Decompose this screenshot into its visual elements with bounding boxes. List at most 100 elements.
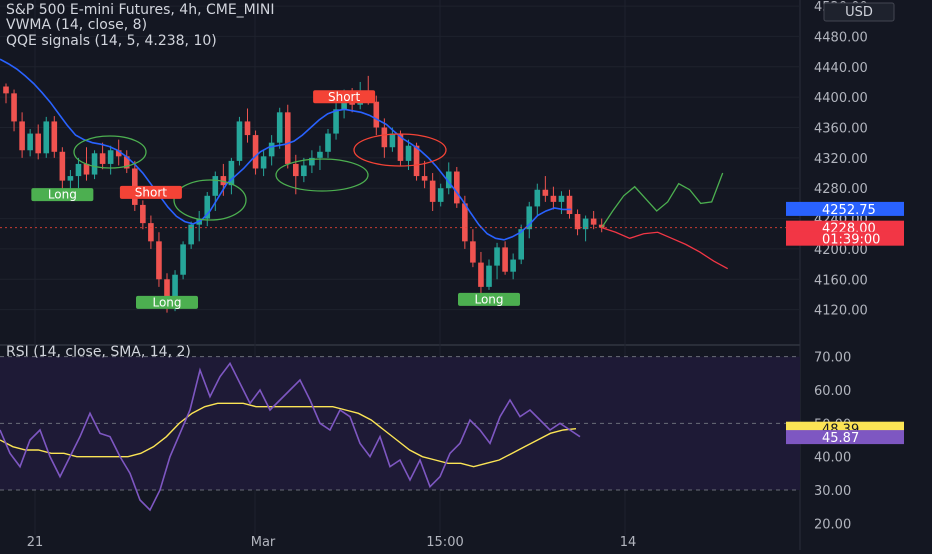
candle — [180, 241, 186, 280]
signal-labels: Long Short Long Short Long — [31, 90, 520, 309]
candle — [413, 142, 420, 181]
candle-body — [188, 224, 194, 245]
candle-body — [502, 247, 508, 272]
candle-body — [317, 151, 323, 158]
candle-body — [59, 151, 66, 181]
candle-body — [140, 204, 146, 224]
chart-title[interactable]: S&P 500 E-mini Futures, 4h, CME_MINI — [6, 2, 275, 18]
candle — [454, 166, 460, 208]
rsi-pane — [0, 356, 800, 512]
rsi-legend[interactable]: RSI (14, close, SMA, 14, 2) — [6, 344, 191, 360]
candle — [156, 232, 162, 287]
candle-body — [148, 223, 154, 242]
candle-body — [478, 262, 484, 287]
annotations — [73, 133, 447, 221]
candle — [123, 150, 130, 174]
candle-body — [236, 121, 243, 161]
candle-body — [67, 176, 74, 181]
candle — [35, 124, 41, 160]
rsi-value-tag-box — [786, 430, 904, 445]
candle-body — [582, 218, 589, 230]
long-signal: Long — [136, 295, 198, 309]
candle — [502, 241, 508, 275]
rsi-line — [0, 361, 581, 512]
signal-badge — [458, 292, 520, 306]
candle-body — [454, 171, 460, 204]
candle-body — [252, 135, 259, 169]
rsi-value-tag-text: 45.87 — [822, 431, 859, 446]
candle-body — [220, 176, 227, 186]
candle — [140, 200, 146, 230]
signal-label: Short — [328, 90, 360, 104]
candle — [27, 129, 33, 157]
candle-body — [284, 112, 291, 164]
candle-body — [99, 153, 106, 164]
vwma-legend[interactable]: VWMA (14, close, 8) — [6, 17, 148, 33]
candle-body — [590, 218, 597, 225]
candle-body — [204, 195, 211, 219]
signal-badge — [119, 185, 182, 199]
candle — [574, 209, 581, 236]
candle — [107, 145, 114, 175]
annotation-ellipse — [173, 179, 247, 221]
forecast-down-line — [601, 227, 729, 270]
candle-body — [228, 160, 235, 186]
candle — [558, 191, 565, 215]
time-tick-label: Mar — [251, 535, 276, 550]
qqe-legend[interactable]: QQE signals (14, 5, 4.238, 10) — [6, 33, 217, 49]
signal-badge — [313, 90, 376, 104]
candle-body — [518, 229, 524, 260]
signal-label: Long — [152, 295, 181, 309]
candle — [19, 112, 25, 158]
candle-body — [598, 224, 605, 228]
candle — [510, 253, 516, 280]
candle — [486, 259, 492, 290]
candle-body — [276, 112, 283, 143]
candle — [494, 242, 500, 280]
candle — [268, 135, 275, 166]
currency-label: USD — [845, 5, 873, 20]
time-axis[interactable]: 21 Mar 15:00 14 — [27, 535, 637, 550]
vwma-price-tag-text: 4252.75 — [822, 203, 876, 218]
candle — [405, 139, 412, 170]
candle — [51, 116, 58, 158]
candle-body — [115, 150, 122, 157]
rsi-tick-label: 70.00 — [814, 351, 851, 366]
currency-badge: USD — [823, 2, 895, 22]
candle-body — [470, 241, 476, 263]
candle-body — [550, 195, 557, 202]
candle-body — [43, 121, 50, 154]
candle — [478, 251, 484, 296]
candle-body — [574, 214, 581, 230]
candle — [550, 186, 557, 210]
candle — [260, 150, 267, 177]
candle — [325, 129, 331, 158]
candle-body — [107, 150, 114, 164]
candle-body — [268, 142, 275, 157]
candle — [566, 189, 573, 219]
candle — [333, 103, 339, 140]
candle-body — [333, 109, 339, 134]
candle — [381, 118, 388, 158]
candle-body — [405, 145, 412, 161]
candle-body — [486, 265, 492, 287]
signal-label: Short — [135, 185, 167, 199]
candle-body — [373, 101, 380, 128]
candle — [99, 142, 106, 170]
vwma-price-tag: 4252.75 — [786, 201, 904, 218]
rsi-sma-line — [0, 402, 577, 468]
candle-body — [510, 259, 516, 272]
long-signal: Long — [458, 292, 520, 306]
price-tick-label: 4440.00 — [814, 61, 868, 76]
signal-badge — [136, 295, 198, 309]
short-signal: Short — [313, 90, 376, 104]
price-tick-label: 4320.00 — [814, 152, 868, 167]
candle-body — [397, 133, 404, 161]
candle — [317, 145, 323, 170]
candle-body — [429, 180, 436, 202]
candle — [3, 83, 9, 104]
signal-badge — [31, 188, 94, 202]
candle-body — [494, 247, 500, 266]
